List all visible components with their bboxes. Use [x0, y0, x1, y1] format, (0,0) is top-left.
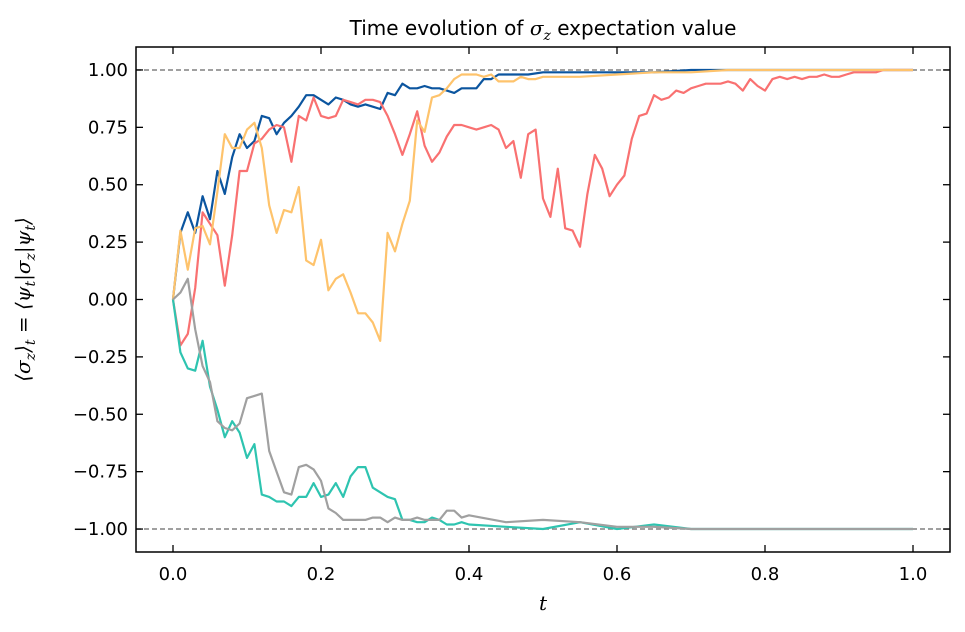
chart-title: Time evolution of σz expectation value [349, 16, 737, 44]
y-tick-label: 0.75 [88, 117, 128, 138]
series-line-1 [171, 68, 913, 300]
data-series [171, 68, 913, 531]
axis-ticks: 0.0 0.2 0.4 0.6 0.8 1.0 −1.00 −0.75 −0.50 −0.25 0.… [73, 47, 950, 585]
y-tick-label: 0.50 [88, 175, 128, 196]
x-tick-label: 0.8 [751, 564, 780, 585]
series-line-3 [171, 68, 913, 342]
x-tick-label: 0.2 [307, 564, 336, 585]
y-tick-label: −0.50 [73, 404, 128, 425]
y-tick-label: 0.00 [88, 290, 128, 311]
series-line-2 [171, 68, 913, 347]
y-tick-label: −0.75 [73, 462, 128, 483]
series-line-5 [172, 277, 913, 531]
x-axis-label: t [539, 591, 548, 615]
y-axis-label: ⟨σz⟩t = ⟨ψt|σz|ψt⟩ [11, 217, 39, 382]
y-tick-label: −0.25 [73, 347, 128, 368]
x-tick-label: 0.6 [603, 564, 632, 585]
y-tick-label: −1.00 [73, 519, 128, 540]
y-tick-label: 0.25 [88, 232, 128, 253]
y-tick-label: 1.00 [88, 60, 128, 81]
x-tick-label: 0.4 [455, 564, 484, 585]
x-tick-label: 0.0 [159, 564, 188, 585]
x-tick-label: 1.0 [899, 564, 928, 585]
